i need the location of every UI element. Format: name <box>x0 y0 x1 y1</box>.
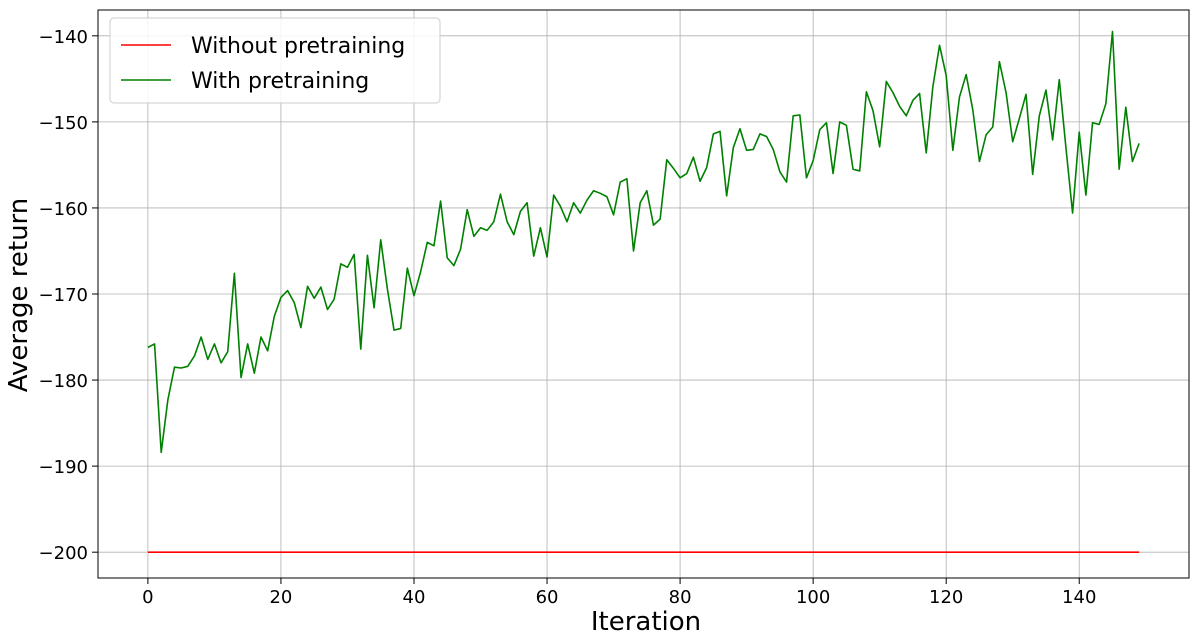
y-tick-label: −160 <box>39 199 88 220</box>
legend: Without pretraining With pretraining <box>109 17 441 104</box>
axis-ticks: 0 20 40 60 80 100 120 140 −200 −190 −180 −170 −160 −1… <box>39 27 1097 608</box>
x-tick-label: 80 <box>669 587 692 608</box>
series-lines <box>147 30 1140 553</box>
y-tick-label: −140 <box>39 27 88 48</box>
y-tick-label: −190 <box>39 457 88 478</box>
y-axis-label: Average return <box>4 198 34 393</box>
x-tick-label: 0 <box>142 587 153 608</box>
series-line-with-pretraining <box>147 30 1140 454</box>
x-tick-label: 100 <box>796 587 830 608</box>
legend-label-without-pretraining: Without pretraining <box>191 34 405 59</box>
y-tick-label: −150 <box>39 113 88 134</box>
x-tick-label: 60 <box>536 587 559 608</box>
x-tick-label: 20 <box>269 587 292 608</box>
x-tick-label: 40 <box>403 587 426 608</box>
x-tick-label: 120 <box>929 587 963 608</box>
grid <box>98 10 1189 578</box>
y-tick-label: −180 <box>39 371 88 392</box>
y-tick-label: −170 <box>39 285 88 306</box>
legend-box <box>109 17 441 104</box>
legend-label-with-pretraining: With pretraining <box>191 69 369 94</box>
x-axis-label: Iteration <box>591 607 701 637</box>
y-tick-label: −200 <box>39 543 88 564</box>
x-tick-label: 140 <box>1062 587 1096 608</box>
